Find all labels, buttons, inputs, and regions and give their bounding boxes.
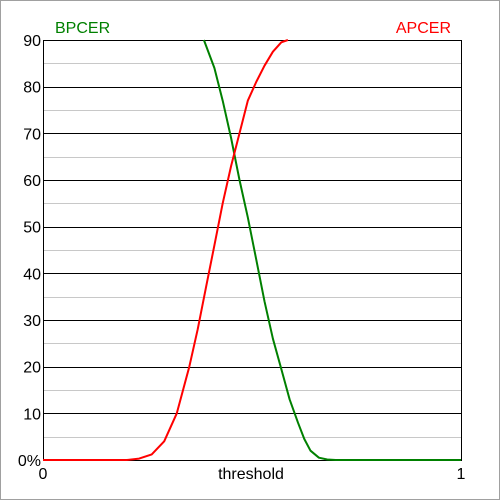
y-tick-label: 40 [23,266,41,283]
y-tick-label: 60 [23,173,41,190]
series-line-bpcer [202,39,461,461]
x-tick-label: 0 [39,466,48,483]
y-tick-label: 0% [18,453,41,470]
y-tick-label: 50 [23,220,41,237]
x-tick-label: 1 [457,466,466,483]
minor-grid [43,63,461,438]
y-tick-label: 70 [23,126,41,143]
y-tick-label: 10 [23,406,41,423]
legend-apcer: APCER [396,20,451,37]
y-tick-labels: 0% 10 20 30 40 50 60 70 80 90 [18,33,41,470]
y-tick-label: 80 [23,80,41,97]
series-lines [43,39,461,461]
y-tick-label: 90 [23,33,41,50]
y-tick-label: 20 [23,360,41,377]
legend-bpcer: BPCER [55,20,110,37]
series-line-apcer [43,39,289,461]
major-grid [43,40,461,414]
x-axis-label: threshold [218,466,284,483]
y-tick-label: 30 [23,313,41,330]
